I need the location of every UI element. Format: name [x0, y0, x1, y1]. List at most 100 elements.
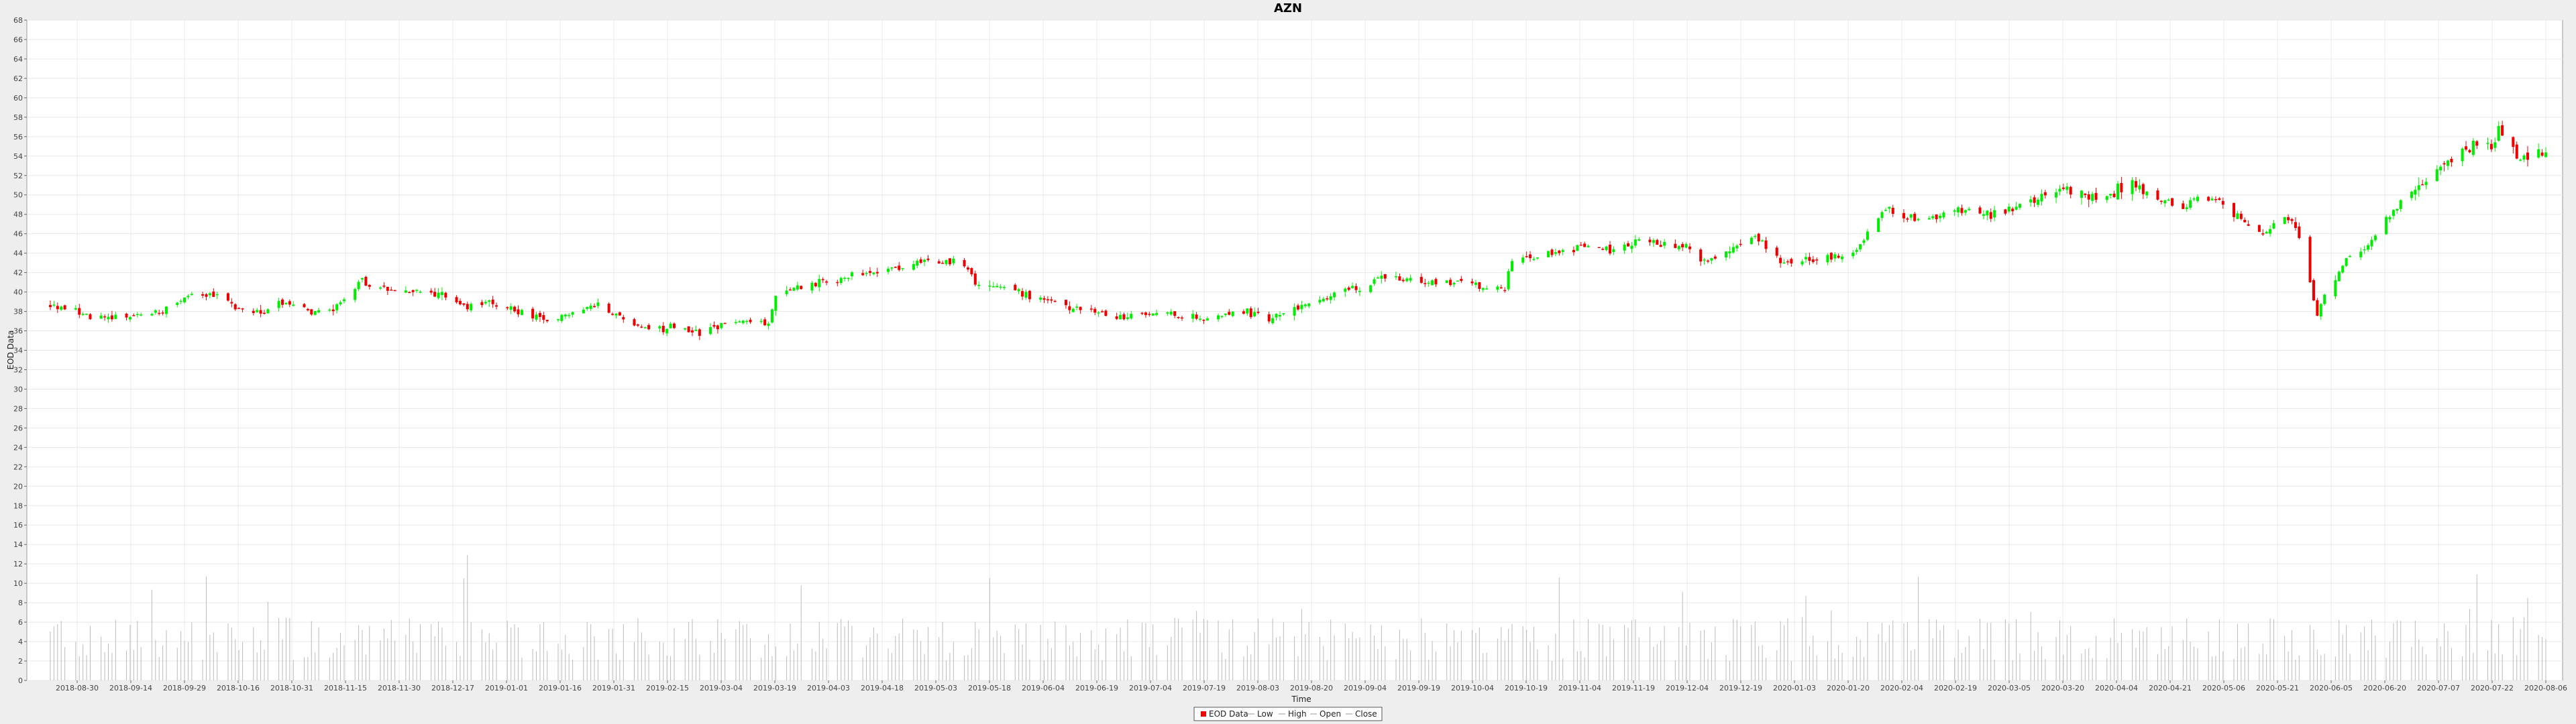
candle-body	[698, 329, 701, 337]
x-tick-label: 2019-05-03	[914, 684, 957, 692]
candle-body	[215, 294, 219, 296]
candle-body	[114, 314, 117, 319]
candle-body	[1100, 311, 1104, 312]
candle-body	[2029, 199, 2033, 202]
candle-body	[1804, 257, 1808, 259]
candle-body	[861, 273, 865, 276]
candle-body	[2287, 217, 2290, 221]
x-tick-label: 2018-10-16	[217, 684, 260, 692]
candle-body	[2120, 183, 2123, 192]
candle-body	[2410, 192, 2413, 198]
candle-body	[1246, 308, 1249, 314]
candle-body	[814, 283, 817, 287]
candle-body	[1169, 311, 1173, 315]
candle-body	[1587, 245, 1590, 247]
candle-body	[1042, 298, 1046, 300]
y-tick-label: 38	[13, 308, 23, 316]
candle-body	[1478, 282, 1481, 289]
x-tick-label: 2019-01-01	[485, 684, 528, 692]
candle-body	[1652, 240, 1655, 243]
candle-body	[480, 302, 484, 306]
candle-body	[1068, 306, 1071, 310]
candle-body	[709, 326, 712, 335]
candle-body	[977, 284, 981, 286]
candle-body	[1322, 298, 1325, 302]
candle-body	[1097, 312, 1100, 314]
candle-body	[390, 290, 393, 291]
candle-body	[919, 259, 922, 263]
candle-body	[437, 292, 440, 298]
candle-body	[1960, 208, 1964, 213]
candle-body	[1050, 299, 1053, 301]
y-tick-label: 64	[13, 55, 23, 64]
candle-body	[1703, 259, 1706, 261]
candle-body	[2373, 235, 2377, 241]
candle-body	[937, 261, 941, 263]
candle-body	[614, 313, 618, 316]
candle-body	[1205, 318, 1209, 321]
candle-body	[661, 326, 665, 333]
candle-body	[1431, 280, 1434, 286]
x-tick-label: 2019-03-19	[753, 684, 796, 692]
candle-body	[665, 328, 669, 334]
y-tick-label: 24	[13, 443, 23, 452]
candle-body	[1155, 312, 1159, 315]
candle-body	[415, 290, 419, 292]
candle-body	[440, 292, 443, 296]
candle-body	[535, 314, 538, 320]
candle-body	[2069, 186, 2072, 195]
candle-body	[2294, 222, 2297, 229]
candle-body	[1775, 247, 1778, 256]
candle-body	[2080, 190, 2083, 198]
x-tick-label: 2019-01-16	[539, 684, 582, 692]
candle-body	[1093, 308, 1097, 313]
candle-body	[774, 296, 777, 311]
candle-body	[506, 307, 509, 308]
candle-body	[973, 273, 977, 285]
candle-body	[2537, 149, 2540, 158]
candle-body	[2540, 152, 2544, 156]
candle-body	[1347, 287, 1350, 290]
candle-body	[1191, 314, 1195, 319]
candle-body	[1434, 279, 1438, 285]
candle-body	[2040, 194, 2043, 202]
candle-body	[354, 289, 357, 300]
x-tick-label: 2019-11-04	[1558, 684, 1601, 692]
x-tick-label: 2020-08-06	[2524, 684, 2567, 692]
x-axis-label: Time	[1291, 695, 1311, 704]
candle-body	[190, 294, 193, 295]
candle-body	[2435, 169, 2438, 182]
candle-body	[796, 285, 799, 290]
candle-body	[1561, 249, 1564, 252]
candle-body	[2497, 125, 2500, 141]
candle-body	[1405, 278, 1409, 282]
candle-body	[1173, 311, 1177, 316]
x-tick-label: 2020-06-20	[2363, 684, 2406, 692]
candle-body	[2218, 198, 2221, 200]
y-tick-label: 0	[18, 676, 23, 685]
candle-body	[1638, 239, 1641, 241]
candle-body	[2232, 202, 2236, 217]
candle-body	[1826, 255, 1829, 263]
candle-body	[1558, 250, 1561, 253]
candle-body	[2004, 209, 2007, 214]
candle-body	[484, 302, 487, 304]
candle-body	[839, 278, 843, 284]
candle-body	[2345, 258, 2348, 266]
x-tick-label: 2018-11-15	[324, 684, 367, 692]
candle-body	[2515, 144, 2518, 159]
candle-body	[923, 259, 926, 262]
candle-body	[1481, 288, 1485, 290]
candle-body	[1456, 280, 1459, 282]
candle-body	[872, 272, 875, 274]
candle-body	[2065, 186, 2069, 190]
candle-body	[2414, 190, 2417, 195]
candle-body	[1398, 276, 1401, 281]
candle-body	[2058, 188, 2061, 192]
candle-body	[1779, 257, 1782, 263]
candle-body	[2489, 143, 2493, 149]
x-tick-label: 2020-01-03	[1773, 684, 1816, 692]
candle-body	[2396, 208, 2399, 211]
candle-body	[2388, 217, 2392, 220]
candle-body	[2522, 156, 2526, 160]
